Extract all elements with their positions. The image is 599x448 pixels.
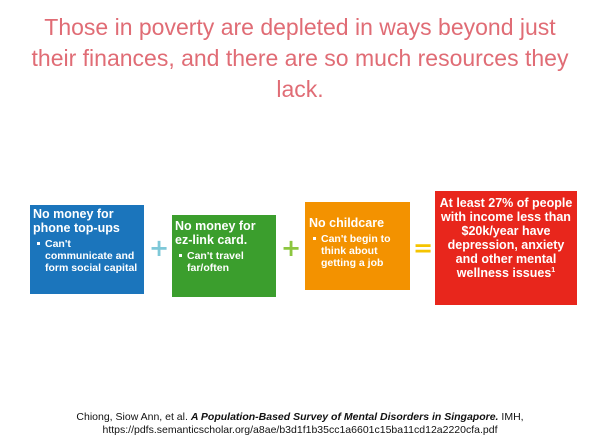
childcare-heading: No childcare <box>309 216 385 230</box>
citation-work: A Population-Based Survey of Mental Diso… <box>190 411 499 423</box>
ezlink-bullet: Can't travel far/often <box>175 250 273 274</box>
childcare-box: No childcare Can't begin to think about … <box>305 202 410 290</box>
result-text: At least 27% of people with income less … <box>439 196 573 280</box>
citation-url: https://pdfs.semanticscholar.org/a8ae/b3… <box>102 424 498 436</box>
footnote-marker: 1 <box>551 266 556 274</box>
ezlink-heading: No money for ez-link card. <box>175 219 256 247</box>
citation-publisher: IMH, <box>498 411 524 423</box>
plus-icon: + <box>149 234 170 262</box>
result-statement: At least 27% of people with income less … <box>439 196 573 280</box>
childcare-bullet: Can't begin to think about getting a job <box>309 233 406 269</box>
equals-icon: = <box>413 234 434 262</box>
phone-topup-bullet: Can't communicate and form social capita… <box>33 238 141 274</box>
phone-topup-heading: No money for phone top-ups <box>33 207 120 235</box>
citation: Chiong, Siow Ann, et al. A Population-Ba… <box>20 411 580 437</box>
result-box: At least 27% of people with income less … <box>435 191 577 305</box>
plus-icon: + <box>281 234 302 262</box>
phone-topup-box: No money for phone top-ups Can't communi… <box>30 205 144 294</box>
citation-authors: Chiong, Siow Ann, et al. <box>76 411 191 423</box>
ezlink-box: No money for ez-link card. Can't travel … <box>172 215 276 297</box>
slide-title: Those in poverty are depleted in ways be… <box>31 14 569 102</box>
